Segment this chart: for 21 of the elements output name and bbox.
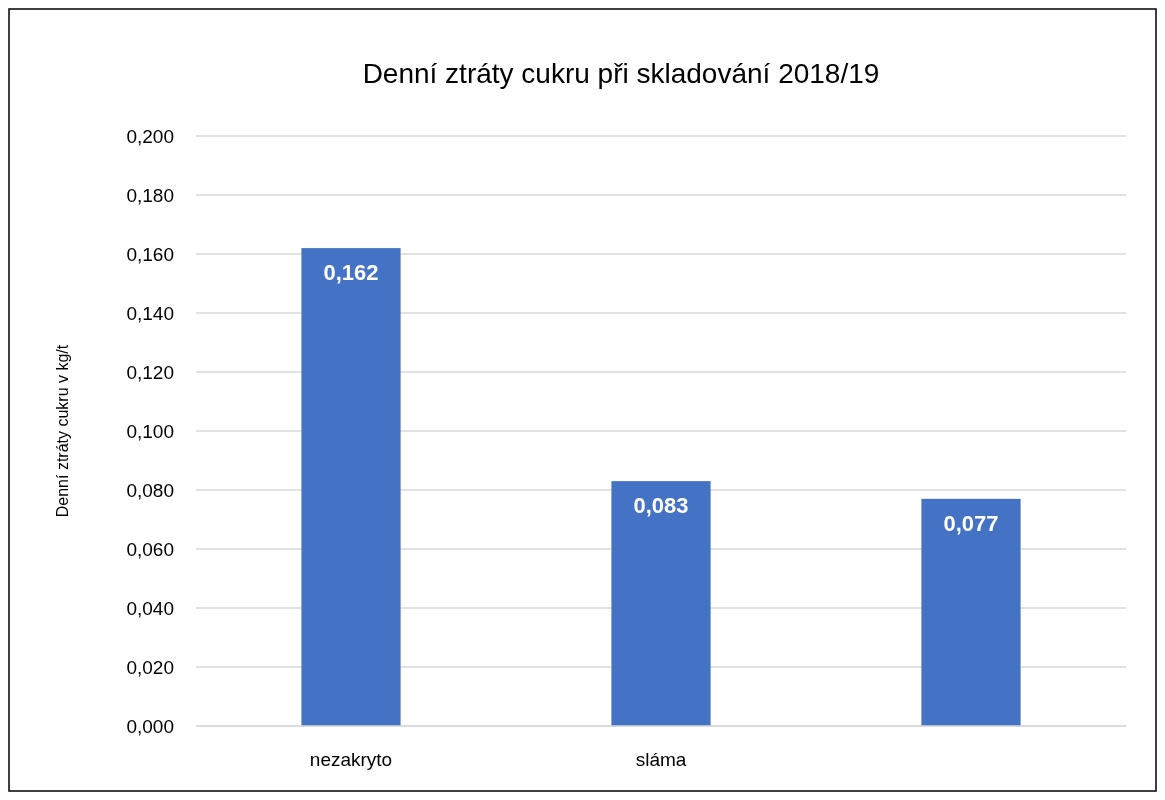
y-tick-label: 0,020 [126, 656, 174, 678]
y-axis-title: Denní ztráty cukru v kg/t [54, 344, 71, 518]
bar [611, 481, 711, 726]
bar [921, 498, 1021, 726]
x-tick-label: nezakryto [309, 749, 393, 770]
y-tick-label: 0,040 [126, 597, 174, 619]
y-tick-label: 0,200 [126, 125, 174, 147]
bar [301, 248, 401, 726]
y-tick-label: 0,000 [126, 715, 174, 737]
y-tick-label: 0,160 [126, 243, 174, 265]
y-tick-label: 0,080 [126, 479, 174, 501]
y-tick-label: 0,140 [126, 302, 174, 324]
y-tick-label: 0,180 [126, 184, 174, 206]
x-tick-label: sláma [635, 749, 687, 770]
data-label: 0,077 [943, 510, 999, 536]
chart-title: Denní ztráty cukru při skladování 2018/19 [362, 58, 880, 89]
y-tick-label: 0,060 [126, 538, 174, 560]
y-tick-label: 0,120 [126, 361, 174, 383]
data-label: 0,083 [633, 493, 689, 519]
y-tick-label: 0,100 [126, 420, 174, 442]
data-label: 0,162 [323, 260, 379, 286]
